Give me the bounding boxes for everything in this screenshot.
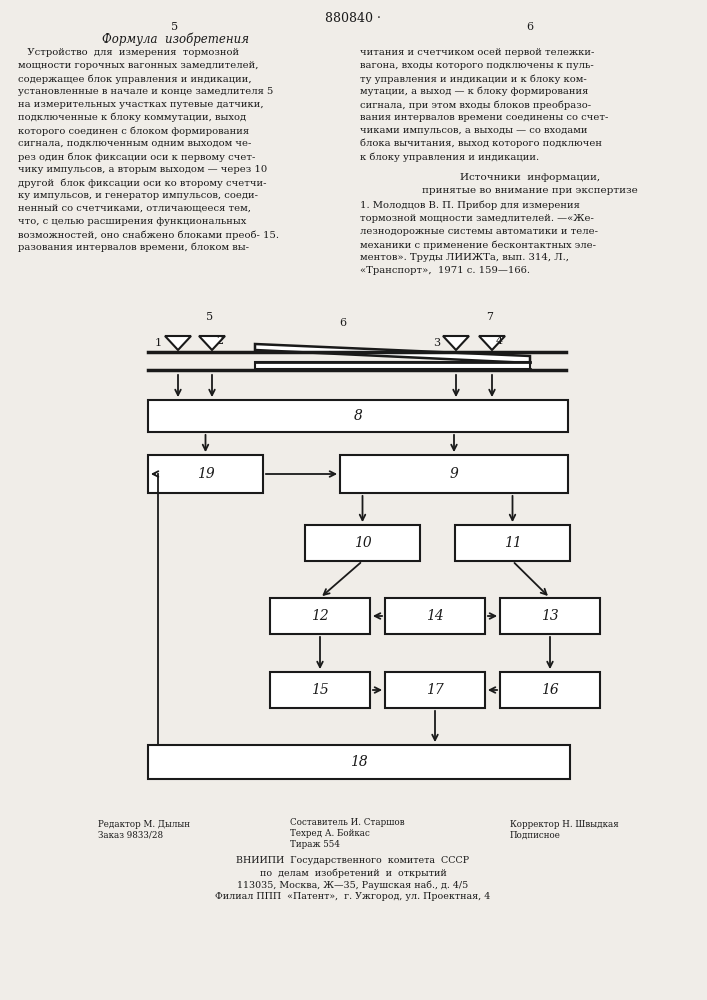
Text: Источники  информации,: Источники информации, xyxy=(460,173,600,182)
Text: читания и счетчиком осей первой тележки-: читания и счетчиком осей первой тележки- xyxy=(360,48,595,57)
Text: лезнодорожные системы автоматики и теле-: лезнодорожные системы автоматики и теле- xyxy=(360,227,598,236)
Bar xyxy=(500,598,600,634)
Text: к блоку управления и индикации.: к блоку управления и индикации. xyxy=(360,152,539,161)
Text: что, с целью расширения функциональных: что, с целью расширения функциональных xyxy=(18,217,246,226)
Text: содержащее блок управления и индикации,: содержащее блок управления и индикации, xyxy=(18,74,252,84)
Text: сигнала, подключенным одним выходом че-: сигнала, подключенным одним выходом че- xyxy=(18,139,252,148)
Text: 5: 5 xyxy=(206,312,214,322)
Text: 12: 12 xyxy=(311,609,329,623)
Text: 880840 ·: 880840 · xyxy=(325,12,381,25)
Text: Техред А. Бойкас: Техред А. Бойкас xyxy=(290,829,370,838)
Text: сигнала, при этом входы блоков преобразо-: сигнала, при этом входы блоков преобразо… xyxy=(360,100,591,109)
Text: ментов». Труды ЛИИЖТа, вып. 314, Л.,: ментов». Труды ЛИИЖТа, вып. 314, Л., xyxy=(360,253,569,262)
Text: мутации, а выход — к блоку формирования: мутации, а выход — к блоку формирования xyxy=(360,87,588,97)
Text: «Транспорт»,  1971 с. 159—166.: «Транспорт», 1971 с. 159—166. xyxy=(360,266,530,275)
Text: Составитель И. Старшов: Составитель И. Старшов xyxy=(290,818,404,827)
Text: 7: 7 xyxy=(486,312,493,322)
Text: рез один блок фиксации оси к первому счет-: рез один блок фиксации оси к первому сче… xyxy=(18,152,255,161)
Bar xyxy=(270,672,370,708)
Bar xyxy=(148,745,570,779)
Text: 8: 8 xyxy=(354,409,363,423)
Text: 2: 2 xyxy=(216,336,223,346)
Text: 113035, Москва, Ж—35, Раушская наб., д. 4/5: 113035, Москва, Ж—35, Раушская наб., д. … xyxy=(238,880,469,890)
Text: Тираж 554: Тираж 554 xyxy=(290,840,340,849)
Text: 6: 6 xyxy=(339,318,346,328)
Text: 16: 16 xyxy=(541,683,559,697)
Bar xyxy=(500,672,600,708)
Text: 1: 1 xyxy=(155,338,162,348)
Text: Устройство  для  измерения  тормозной: Устройство для измерения тормозной xyxy=(18,48,239,57)
Polygon shape xyxy=(479,336,505,350)
Text: 15: 15 xyxy=(311,683,329,697)
Text: 1. Молодцов В. П. Прибор для измерения: 1. Молодцов В. П. Прибор для измерения xyxy=(360,201,580,211)
Text: по  делам  изобретений  и  открытий: по делам изобретений и открытий xyxy=(259,868,446,878)
Text: Редактор М. Дылын: Редактор М. Дылын xyxy=(98,820,190,829)
Text: 9: 9 xyxy=(450,467,458,481)
Text: другой  блок фиксации оси ко второму счетчи-: другой блок фиксации оси ко второму счет… xyxy=(18,178,267,188)
Text: Филиал ППП  «Патент»,  г. Ужгород, ул. Проектная, 4: Филиал ППП «Патент», г. Ужгород, ул. Про… xyxy=(216,892,491,901)
Text: механики с применение бесконтактных эле-: механики с применение бесконтактных эле- xyxy=(360,240,596,249)
Text: на измерительных участках путевые датчики,: на измерительных участках путевые датчик… xyxy=(18,100,264,109)
Bar xyxy=(340,455,568,493)
Text: 18: 18 xyxy=(350,755,368,769)
Text: 5: 5 xyxy=(171,22,179,32)
Polygon shape xyxy=(255,344,530,363)
Bar xyxy=(385,598,485,634)
Text: установленные в начале и конце замедлителя 5: установленные в начале и конце замедлите… xyxy=(18,87,274,96)
Text: чиками импульсов, а выходы — со входами: чиками импульсов, а выходы — со входами xyxy=(360,126,588,135)
Bar xyxy=(455,525,570,561)
Text: 14: 14 xyxy=(426,609,444,623)
Bar xyxy=(270,598,370,634)
Text: 13: 13 xyxy=(541,609,559,623)
Text: ку импульсов, и генератор импульсов, соеди-: ку импульсов, и генератор импульсов, сое… xyxy=(18,191,258,200)
Text: разования интервалов времени, блоком вы-: разования интервалов времени, блоком вы- xyxy=(18,243,249,252)
Bar xyxy=(385,672,485,708)
Text: 6: 6 xyxy=(527,22,534,32)
Text: 17: 17 xyxy=(426,683,444,697)
Text: ВНИИПИ  Государственного  комитета  СССР: ВНИИПИ Государственного комитета СССР xyxy=(236,856,469,865)
Bar xyxy=(148,400,568,432)
Text: Заказ 9833/28: Заказ 9833/28 xyxy=(98,831,163,840)
Bar xyxy=(148,455,263,493)
Text: возможностей, оно снабжено блоками преоб- 15.: возможностей, оно снабжено блоками преоб… xyxy=(18,230,279,239)
Text: чику импульсов, а вторым выходом — через 10: чику импульсов, а вторым выходом — через… xyxy=(18,165,267,174)
Text: Подписное: Подписное xyxy=(510,831,561,840)
Text: ненный со счетчиками, отличающееся тем,: ненный со счетчиками, отличающееся тем, xyxy=(18,204,251,213)
Text: 19: 19 xyxy=(197,467,214,481)
Polygon shape xyxy=(199,336,225,350)
Polygon shape xyxy=(165,336,191,350)
Text: вагона, входы которого подключены к пуль-: вагона, входы которого подключены к пуль… xyxy=(360,61,594,70)
Text: 11: 11 xyxy=(503,536,521,550)
Text: 10: 10 xyxy=(354,536,371,550)
Text: подключенные к блоку коммутации, выход: подключенные к блоку коммутации, выход xyxy=(18,113,246,122)
Text: мощности горочных вагонных замедлителей,: мощности горочных вагонных замедлителей, xyxy=(18,61,259,70)
Text: ту управления и индикации и к блоку ком-: ту управления и индикации и к блоку ком- xyxy=(360,74,587,84)
Bar xyxy=(255,362,530,369)
Text: Формула  изобретения: Формула изобретения xyxy=(102,32,248,45)
Text: 4: 4 xyxy=(496,336,503,346)
Text: тормозной мощности замедлителей. —«Же-: тормозной мощности замедлителей. —«Же- xyxy=(360,214,594,223)
Text: Корректор Н. Швыдкая: Корректор Н. Швыдкая xyxy=(510,820,619,829)
Bar xyxy=(305,525,420,561)
Polygon shape xyxy=(443,336,469,350)
Text: 3: 3 xyxy=(433,338,440,348)
Text: блока вычитания, выход которого подключен: блока вычитания, выход которого подключе… xyxy=(360,139,602,148)
Text: принятые во внимание при экспертизе: принятые во внимание при экспертизе xyxy=(422,186,638,195)
Text: вания интервалов времени соединены со счет-: вания интервалов времени соединены со сч… xyxy=(360,113,609,122)
Text: которого соединен с блоком формирования: которого соединен с блоком формирования xyxy=(18,126,249,135)
